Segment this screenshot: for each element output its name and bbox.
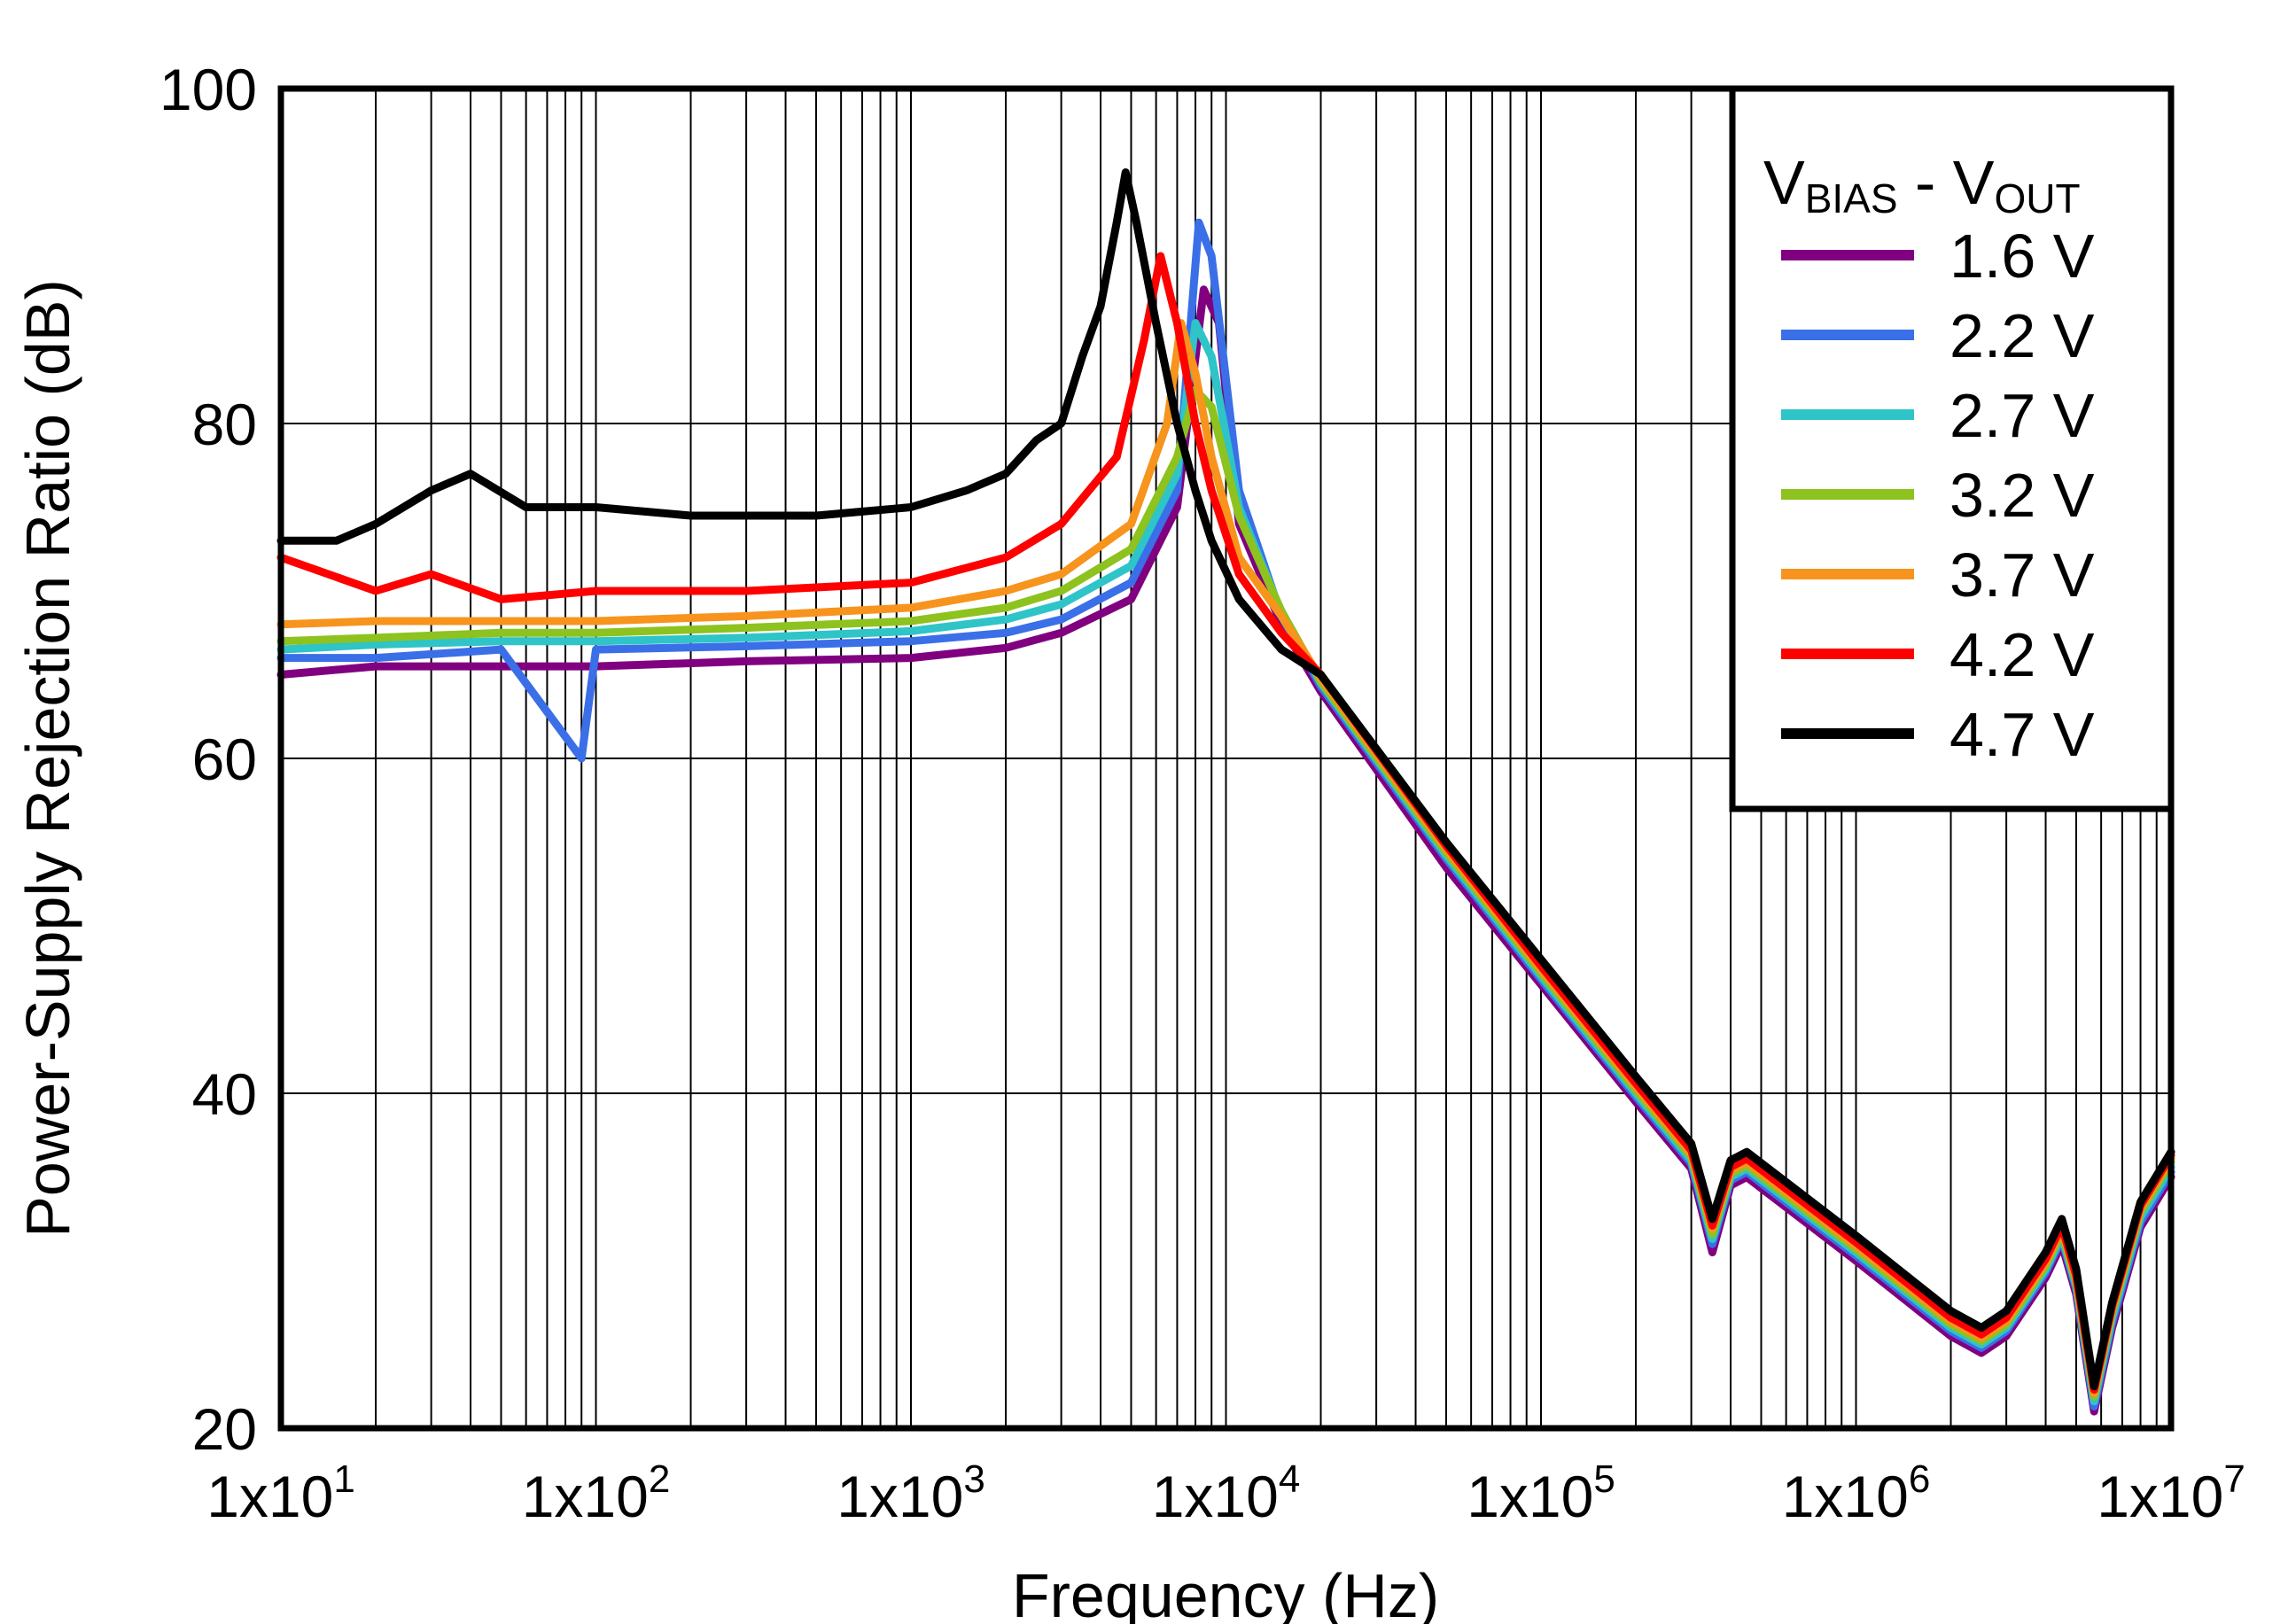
legend-title-sep: - bbox=[1898, 148, 1953, 217]
legend-title-sub2: OUT bbox=[1994, 175, 2080, 221]
x-tick-exponent: 2 bbox=[649, 1457, 670, 1501]
y-tick-labels: 20 40 60 80 100 bbox=[160, 57, 257, 1462]
y-tick-label: 60 bbox=[192, 727, 257, 792]
x-tick-exponent: 6 bbox=[1909, 1457, 1930, 1501]
legend-label: 1.6 V bbox=[1949, 221, 2095, 291]
y-tick-label: 20 bbox=[192, 1396, 257, 1462]
legend-label: 3.2 V bbox=[1949, 461, 2095, 530]
x-tick-labels: 1x101 1x102 1x103 1x104 1x105 1x106 1x107 bbox=[206, 1457, 2245, 1529]
legend-label: 3.7 V bbox=[1949, 540, 2095, 610]
legend-label: 2.7 V bbox=[1949, 381, 2095, 450]
x-tick-mantissa: 1x10 bbox=[206, 1464, 333, 1529]
x-tick-exponent: 1 bbox=[333, 1457, 354, 1501]
x-tick-label: 1x107 bbox=[2097, 1457, 2245, 1529]
y-tick-label: 100 bbox=[160, 57, 257, 122]
series-line bbox=[276, 168, 2175, 1391]
x-tick-label: 1x106 bbox=[1782, 1457, 1931, 1529]
x-tick-label: 1x102 bbox=[522, 1457, 671, 1529]
x-tick-mantissa: 1x10 bbox=[1152, 1464, 1279, 1529]
grid bbox=[281, 89, 2171, 1428]
x-axis-title: Frequency (Hz) bbox=[1012, 1561, 1439, 1624]
y-axis-title: Power-Supply Rejection Ratio (dB) bbox=[13, 279, 82, 1238]
x-tick-mantissa: 1x10 bbox=[1782, 1464, 1909, 1529]
y-tick-label: 40 bbox=[192, 1061, 257, 1127]
x-tick-label: 1x105 bbox=[1467, 1457, 1615, 1529]
legend-title-v2: V bbox=[1953, 148, 1995, 217]
x-tick-label: 1x104 bbox=[1152, 1457, 1301, 1529]
legend-label: 4.7 V bbox=[1949, 700, 2095, 769]
x-tick-exponent: 5 bbox=[1593, 1457, 1615, 1501]
legend-box bbox=[1729, 85, 2175, 812]
y-tick-label: 80 bbox=[192, 392, 257, 457]
legend: VBIAS - VOUT 1.6 V2.2 V2.7 V3.2 V3.7 V4.… bbox=[1729, 85, 2175, 812]
legend-label: 2.2 V bbox=[1949, 301, 2095, 370]
legend-title-sub1: BIAS bbox=[1805, 175, 1898, 221]
x-tick-label: 1x103 bbox=[837, 1457, 985, 1529]
x-tick-mantissa: 1x10 bbox=[522, 1464, 649, 1529]
x-tick-exponent: 7 bbox=[2223, 1457, 2245, 1501]
x-tick-mantissa: 1x10 bbox=[2097, 1464, 2223, 1529]
x-tick-mantissa: 1x10 bbox=[837, 1464, 963, 1529]
x-tick-mantissa: 1x10 bbox=[1467, 1464, 1593, 1529]
x-tick-exponent: 3 bbox=[963, 1457, 984, 1501]
legend-items: 1.6 V 2.2 V 2.7 V 3.2 V 3.7 V 4.2 V 4.7 V bbox=[1781, 221, 2095, 769]
legend-title: VBIAS - VOUT bbox=[1763, 148, 2081, 221]
series-group bbox=[276, 168, 2175, 1416]
x-tick-label: 1x101 bbox=[206, 1457, 355, 1529]
x-tick-exponent: 4 bbox=[1279, 1457, 1300, 1501]
legend-label: 4.2 V bbox=[1949, 620, 2095, 689]
legend-title-v1: V bbox=[1763, 148, 1805, 217]
